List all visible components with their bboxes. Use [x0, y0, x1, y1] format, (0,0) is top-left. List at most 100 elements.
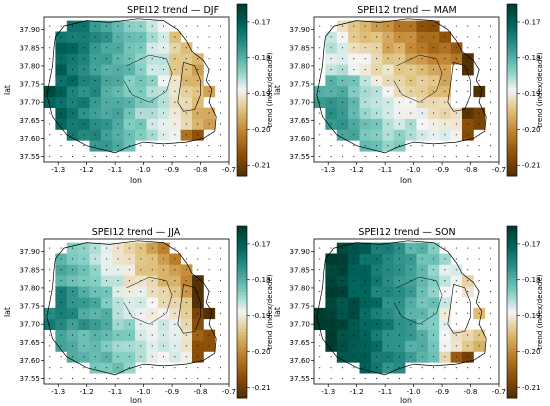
- significance-dot: [185, 312, 187, 314]
- significance-dot: [398, 112, 400, 114]
- significance-dot: [140, 112, 142, 114]
- significance-dot: [117, 90, 119, 92]
- x-tick-label: -0.8: [463, 165, 477, 174]
- significance-dot: [219, 123, 222, 125]
- significance-dot: [387, 58, 389, 60]
- significance-dot: [185, 112, 187, 114]
- significance-dot: [421, 123, 423, 125]
- significance-dot: [432, 58, 435, 60]
- significance-dot: [341, 367, 344, 369]
- colorbar-segment: [237, 12, 247, 16]
- colorbar-segment: [507, 153, 517, 157]
- colorbar-segment: [237, 226, 247, 230]
- significance-dot: [83, 356, 85, 358]
- significance-dot: [489, 301, 492, 303]
- significance-dot: [478, 312, 480, 314]
- significance-dot: [83, 258, 85, 260]
- significance-dot: [455, 47, 457, 49]
- significance-dot: [83, 312, 85, 314]
- colorbar-segment: [237, 161, 247, 166]
- colorbar-segment: [237, 383, 247, 388]
- significance-dot: [49, 247, 51, 249]
- significance-dot: [60, 345, 62, 347]
- significance-dot: [467, 334, 469, 336]
- significance-dot: [398, 378, 400, 380]
- colorbar-segment: [237, 251, 247, 256]
- significance-dot: [353, 112, 355, 114]
- significance-dot: [197, 123, 199, 125]
- colorbar-segment: [237, 306, 247, 310]
- significance-dot: [106, 345, 108, 347]
- significance-dot: [83, 25, 85, 27]
- significance-dot: [140, 47, 142, 49]
- significance-dot: [489, 291, 492, 293]
- significance-dot: [330, 156, 332, 158]
- significance-dot: [197, 134, 199, 136]
- significance-dot: [174, 367, 176, 369]
- colorbar-segment: [507, 144, 517, 148]
- y-tick-label: 37.90: [289, 247, 310, 256]
- colorbar-frame: [506, 3, 518, 177]
- significance-dot: [478, 269, 480, 271]
- significance-dot: [455, 291, 457, 293]
- significance-dot: [151, 356, 153, 358]
- significance-dot: [489, 269, 492, 271]
- colorbar-tick-label: -0.21: [522, 383, 541, 392]
- significance-dot: [197, 258, 199, 260]
- significance-dot: [208, 312, 210, 314]
- colorbar-segment: [507, 110, 517, 114]
- significance-dot: [353, 156, 355, 158]
- significance-dot: [353, 25, 355, 27]
- significance-dot: [140, 323, 142, 325]
- inner-boundary: [393, 276, 443, 325]
- significance-dot: [432, 36, 435, 38]
- significance-dot: [117, 312, 119, 314]
- significance-dot: [162, 36, 165, 38]
- colorbar-segment: [237, 4, 247, 8]
- significance-dot: [140, 312, 142, 314]
- significance-dot: [106, 301, 108, 303]
- significance-dot: [398, 280, 400, 282]
- significance-dot: [364, 79, 366, 81]
- colorbar-segment: [237, 389, 247, 393]
- significance-dot: [353, 36, 355, 38]
- significance-dot: [208, 258, 210, 260]
- significance-dot: [208, 280, 210, 282]
- significance-dot: [341, 345, 344, 347]
- significance-dot: [185, 25, 187, 27]
- significance-dot: [106, 36, 108, 38]
- significance-dot: [319, 334, 321, 336]
- significance-dot: [140, 101, 142, 103]
- significance-dot: [106, 367, 108, 369]
- significance-dot: [467, 247, 469, 249]
- colorbar-segment: [237, 52, 247, 57]
- significance-dot: [49, 156, 51, 158]
- y-tick-label: 37.90: [19, 25, 40, 34]
- colorbar-segment: [237, 283, 247, 287]
- colorbar-segment: [507, 228, 517, 233]
- significance-dot: [489, 345, 492, 347]
- significance-dot: [60, 280, 62, 282]
- colorbar-segment: [237, 144, 247, 148]
- significance-dot: [444, 367, 446, 369]
- significance-dot: [387, 145, 389, 147]
- significance-dot: [364, 312, 366, 314]
- significance-dot: [162, 47, 165, 49]
- significance-dot: [432, 123, 435, 125]
- colorbar-segment: [237, 231, 247, 236]
- colorbar-segment: [237, 58, 247, 62]
- colorbar-segment: [237, 29, 247, 34]
- heatmap-plot: [314, 240, 492, 380]
- significance-dot: [353, 269, 355, 271]
- significance-dot: [49, 378, 51, 380]
- colorbar-segment: [237, 164, 247, 168]
- significance-dot: [83, 112, 85, 114]
- colorbar-segment: [507, 81, 517, 85]
- y-tick-label: 37.65: [289, 116, 310, 125]
- colorbar-segment: [507, 303, 517, 307]
- significance-dot: [376, 145, 378, 147]
- significance-dot: [398, 134, 400, 136]
- significance-dot: [364, 90, 366, 92]
- colorbar-segment: [507, 24, 517, 28]
- colorbar-tick-label: -0.17: [252, 17, 271, 26]
